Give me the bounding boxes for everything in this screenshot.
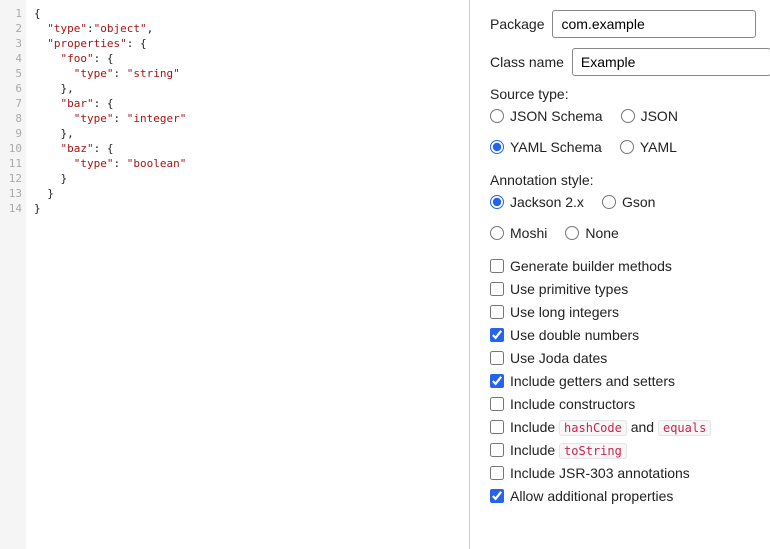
checkbox-label-double: Use double numbers	[510, 327, 639, 343]
radio-input-jackson2[interactable]	[490, 195, 504, 209]
checkbox-input-double[interactable]	[490, 328, 504, 342]
radio-input-json[interactable]	[621, 109, 635, 123]
classname-label: Class name	[490, 54, 564, 70]
checkbox-input-hashcode[interactable]	[490, 420, 504, 434]
checkbox-label-jsr303: Include JSR-303 annotations	[510, 465, 690, 481]
checkbox-label-joda: Use Joda dates	[510, 350, 607, 366]
checkbox-joda[interactable]: Use Joda dates	[490, 350, 756, 366]
checkbox-label-long: Use long integers	[510, 304, 619, 320]
radio-label-gson: Gson	[622, 194, 655, 210]
radio-moshi[interactable]: Moshi	[490, 225, 547, 241]
checkbox-input-joda[interactable]	[490, 351, 504, 365]
checkbox-label-primitives: Use primitive types	[510, 281, 628, 297]
radio-label-yaml-schema: YAML Schema	[510, 139, 602, 155]
checkbox-input-builders[interactable]	[490, 259, 504, 273]
radio-input-gson[interactable]	[602, 195, 616, 209]
code-chip-tostring: toString	[559, 443, 627, 459]
line-number-gutter: 1234567891011121314	[0, 0, 26, 549]
checkbox-input-additional[interactable]	[490, 489, 504, 503]
checkbox-label-tostring: Include toString	[510, 442, 627, 458]
package-input[interactable]	[552, 10, 756, 38]
checkbox-input-jsr303[interactable]	[490, 466, 504, 480]
radio-yaml[interactable]: YAML	[620, 139, 677, 155]
checkbox-hashcode[interactable]: Include hashCode and equals	[490, 419, 756, 435]
checkbox-tostring[interactable]: Include toString	[490, 442, 756, 458]
checkbox-input-getset[interactable]	[490, 374, 504, 388]
annotation-style-label: Annotation style:	[490, 172, 756, 188]
checkbox-long[interactable]: Use long integers	[490, 304, 756, 320]
checkbox-input-long[interactable]	[490, 305, 504, 319]
checkbox-jsr303[interactable]: Include JSR-303 annotations	[490, 465, 756, 481]
checkbox-getset[interactable]: Include getters and setters	[490, 373, 756, 389]
options-checkboxes: Generate builder methods Use primitive ty…	[490, 258, 756, 504]
checkbox-label-additional: Allow additional properties	[510, 488, 673, 504]
checkbox-label-hashcode: Include hashCode and equals	[510, 419, 711, 435]
code-editor[interactable]: 1234567891011121314 { "type":"object", "…	[0, 0, 470, 549]
checkbox-label-builders: Generate builder methods	[510, 258, 672, 274]
checkbox-label-getset: Include getters and setters	[510, 373, 675, 389]
package-field-row: Package	[490, 10, 756, 38]
checkbox-primitives[interactable]: Use primitive types	[490, 281, 756, 297]
radio-input-moshi[interactable]	[490, 226, 504, 240]
radio-none[interactable]: None	[565, 225, 618, 241]
code-chip-hashcode: hashCode	[559, 420, 627, 436]
classname-input[interactable]	[572, 48, 770, 76]
radio-gson[interactable]: Gson	[602, 194, 655, 210]
radio-input-yaml[interactable]	[620, 140, 634, 154]
radio-label-jackson2: Jackson 2.x	[510, 194, 584, 210]
code-chip-equals: equals	[658, 420, 711, 436]
radio-input-yaml-schema[interactable]	[490, 140, 504, 154]
radio-label-json-schema: JSON Schema	[510, 108, 603, 124]
code-content[interactable]: { "type":"object", "properties": { "foo"…	[26, 0, 469, 549]
checkbox-additional[interactable]: Allow additional properties	[490, 488, 756, 504]
checkbox-input-constructors[interactable]	[490, 397, 504, 411]
source-type-group: JSON Schema JSON YAML Schema YAML	[490, 108, 756, 162]
source-type-label: Source type:	[490, 86, 756, 102]
checkbox-constructors[interactable]: Include constructors	[490, 396, 756, 412]
radio-label-none: None	[585, 225, 618, 241]
options-panel: Package Class name Source type: JSON Sch…	[470, 0, 770, 549]
radio-jackson2[interactable]: Jackson 2.x	[490, 194, 584, 210]
radio-json-schema[interactable]: JSON Schema	[490, 108, 603, 124]
classname-field-row: Class name	[490, 48, 756, 76]
radio-json[interactable]: JSON	[621, 108, 678, 124]
checkbox-builders[interactable]: Generate builder methods	[490, 258, 756, 274]
checkbox-input-primitives[interactable]	[490, 282, 504, 296]
radio-label-json: JSON	[641, 108, 678, 124]
radio-input-none[interactable]	[565, 226, 579, 240]
radio-label-moshi: Moshi	[510, 225, 547, 241]
radio-input-json-schema[interactable]	[490, 109, 504, 123]
radio-yaml-schema[interactable]: YAML Schema	[490, 139, 602, 155]
radio-label-yaml: YAML	[640, 139, 677, 155]
checkbox-label-constructors: Include constructors	[510, 396, 635, 412]
checkbox-input-tostring[interactable]	[490, 443, 504, 457]
annotation-style-group: Jackson 2.x Gson Moshi None	[490, 194, 756, 248]
checkbox-double[interactable]: Use double numbers	[490, 327, 756, 343]
package-label: Package	[490, 16, 544, 32]
